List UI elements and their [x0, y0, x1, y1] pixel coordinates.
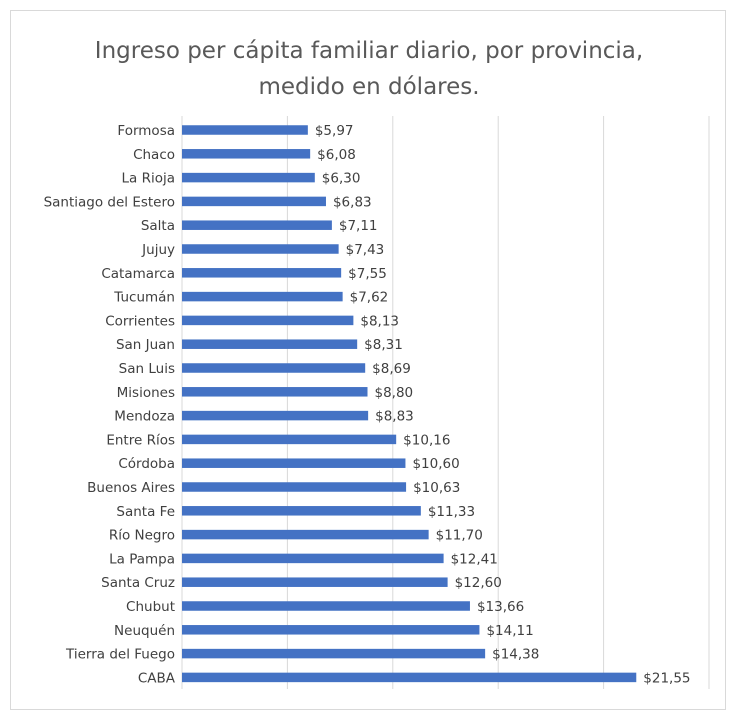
category-label: Formosa: [117, 123, 175, 139]
category-label: Tucumán: [113, 290, 175, 306]
bar: [182, 434, 397, 445]
bar-chart-plot: Formosa Chaco La Rioja Santiago del Estero S…: [44, 116, 710, 689]
chart-title-line-2: medido en dólares.: [258, 74, 480, 100]
bars-group: [182, 125, 637, 683]
bar: [182, 363, 366, 373]
value-label: $8,69: [372, 361, 411, 377]
value-label: $7,43: [346, 242, 385, 258]
category-label: Córdoba: [118, 456, 175, 472]
bar: [182, 387, 368, 397]
bar: [182, 149, 311, 159]
value-label: $5,97: [315, 123, 354, 139]
category-label: Misiones: [117, 385, 175, 401]
category-label: Río Negro: [109, 528, 175, 544]
value-label: $6,83: [333, 194, 372, 210]
bar: [182, 291, 343, 302]
value-label: $7,55: [348, 266, 387, 282]
bar: [182, 458, 406, 468]
bar: [182, 672, 637, 683]
value-label: $11,33: [428, 504, 475, 520]
bar: [182, 220, 332, 230]
value-label: $8,83: [375, 409, 414, 425]
value-label: $13,66: [477, 599, 524, 615]
bar: [182, 625, 480, 635]
value-label: $12,41: [451, 551, 498, 567]
chart-frame: Ingreso per cápita familiar diario, por …: [10, 10, 726, 710]
bar: [182, 410, 369, 421]
category-label: Mendoza: [114, 409, 175, 425]
value-label: $10,16: [403, 432, 450, 448]
value-label: $12,60: [455, 575, 502, 591]
gridlines: [181, 116, 710, 689]
category-label: Chubut: [126, 599, 175, 615]
category-labels: Formosa Chaco La Rioja Santiago del Estero S…: [44, 123, 176, 686]
value-labels: $5,97 $6,08 $6,30 $6,83 $7,11 $7,43 $7,55 $7,62…: [315, 123, 691, 686]
chart-title: Ingreso per cápita familiar diario, por …: [11, 33, 727, 105]
bar: [182, 601, 470, 611]
value-label: $7,11: [339, 218, 378, 234]
category-label: Neuquén: [114, 623, 175, 639]
category-label: Santa Fe: [116, 504, 175, 520]
category-label: CABA: [138, 670, 176, 686]
chart-title-line-1: Ingreso per cápita familiar diario, por …: [94, 38, 644, 64]
category-label: Corrientes: [105, 313, 175, 329]
category-label: La Pampa: [109, 551, 175, 567]
value-label: $11,70: [436, 528, 483, 544]
bar: [182, 529, 429, 540]
bar: [182, 482, 407, 492]
value-label: $14,11: [486, 623, 533, 639]
value-label: $8,31: [364, 337, 403, 353]
category-label: Santa Cruz: [101, 575, 175, 591]
value-label: $6,08: [317, 147, 356, 163]
bar: [182, 196, 326, 207]
category-label: Buenos Aires: [87, 480, 175, 496]
value-label: $8,13: [360, 313, 399, 329]
bar: [182, 268, 342, 278]
value-label: $8,80: [375, 385, 414, 401]
bar: [182, 577, 448, 587]
category-label: Jujuy: [141, 242, 175, 258]
value-label: $10,60: [412, 456, 459, 472]
category-label: Salta: [141, 218, 175, 234]
value-label: $7,62: [350, 290, 389, 306]
bar: [182, 553, 444, 564]
category-label: Entre Ríos: [106, 432, 175, 448]
category-label: Chaco: [133, 147, 175, 163]
value-label: $10,63: [413, 480, 460, 496]
bar: [182, 125, 308, 135]
category-label: San Juan: [116, 337, 175, 353]
bar: [182, 244, 339, 254]
bar: [182, 172, 315, 183]
bar: [182, 506, 421, 516]
category-label: Santiago del Estero: [44, 194, 175, 210]
category-label: Tierra del Fuego: [65, 647, 175, 663]
bar: [182, 648, 486, 659]
bar: [182, 339, 358, 349]
category-label: San Luis: [119, 361, 175, 377]
value-label: $14,38: [492, 647, 539, 663]
category-label: Catamarca: [101, 266, 175, 282]
value-label: $6,30: [322, 171, 361, 187]
value-label: $21,55: [643, 670, 690, 686]
bar: [182, 315, 354, 326]
category-label: La Rioja: [122, 171, 176, 187]
